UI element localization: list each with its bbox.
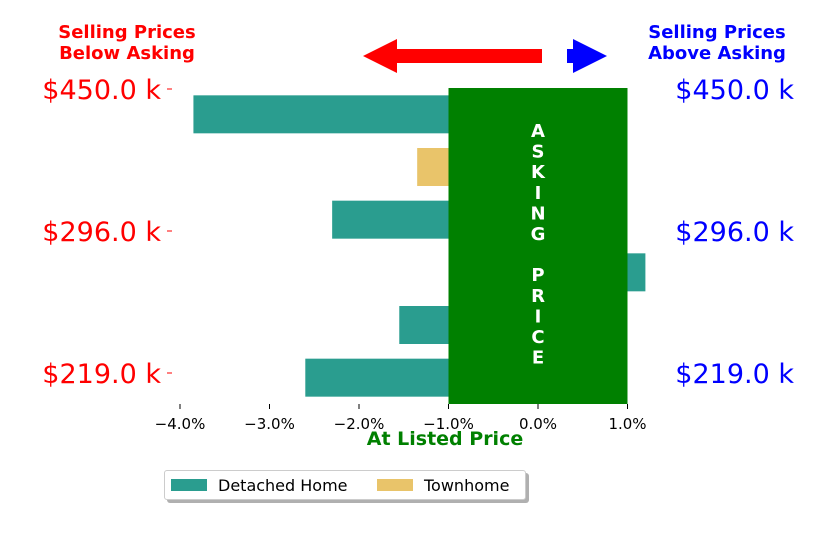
y-tick-label-left-1: $296.0 k bbox=[42, 217, 161, 248]
title-right-line-0: Selling Prices bbox=[648, 22, 786, 43]
legend-item-townhome: Townhome bbox=[377, 476, 509, 496]
asking-price-letter: G bbox=[531, 224, 546, 245]
asking-price-letter: P bbox=[531, 265, 544, 286]
title-left-line-0: Selling Prices bbox=[58, 22, 196, 43]
arrow-right-icon bbox=[567, 39, 607, 73]
asking-price-band bbox=[448, 88, 628, 404]
x-tick-label-2: −2.0% bbox=[334, 415, 385, 433]
asking-price-letter: I bbox=[535, 183, 542, 204]
asking-price-letter: A bbox=[531, 121, 545, 142]
title-right-line-1: Above Asking bbox=[648, 43, 786, 64]
asking-price-letter: I bbox=[535, 306, 542, 327]
legend-label-townhome: Townhome bbox=[424, 476, 510, 495]
asking-price-letter: N bbox=[530, 203, 545, 224]
title-left-line-1: Below Asking bbox=[59, 43, 195, 64]
y-tick-label-right-1: $296.0 k bbox=[675, 217, 794, 248]
x-tick-label-3: −1.0% bbox=[423, 415, 474, 433]
x-tick-label-1: −3.0% bbox=[244, 415, 295, 433]
legend: Detached Home Townhome bbox=[164, 470, 526, 500]
legend-swatch-detached bbox=[171, 478, 207, 491]
asking-price-letter: C bbox=[531, 327, 544, 348]
asking-price-letter: E bbox=[532, 348, 544, 369]
axis-layer: −4.0% −3.0% −2.0% −1.0% 0.0% 1.0% At Listed Pr… bbox=[42, 75, 794, 450]
asking-price-letter: S bbox=[532, 142, 545, 163]
arrow-left-icon bbox=[363, 39, 542, 73]
legend-item-detached: Detached Home bbox=[171, 476, 348, 496]
legend-label-detached: Detached Home bbox=[218, 476, 348, 495]
asking-price-letter: K bbox=[531, 162, 546, 183]
asking-price-letter bbox=[535, 245, 541, 266]
below-asking-title: Selling Prices Below Asking bbox=[27, 22, 227, 64]
above-asking-title: Selling Prices Above Asking bbox=[617, 22, 817, 64]
legend-swatch-townhome bbox=[377, 478, 413, 491]
y-tick-label-left-0: $450.0 k bbox=[42, 75, 161, 106]
x-tick-label-5: 1.0% bbox=[608, 415, 646, 433]
x-axis-label: At Listed Price bbox=[367, 428, 523, 450]
x-tick-label-4: 0.0% bbox=[519, 415, 557, 433]
y-tick-label-right-2: $219.0 k bbox=[675, 359, 794, 390]
y-tick-label-right-0: $450.0 k bbox=[675, 75, 794, 106]
y-tick-label-left-2: $219.0 k bbox=[42, 359, 161, 390]
asking-price-letter: R bbox=[531, 286, 545, 307]
x-tick-label-0: −4.0% bbox=[155, 415, 206, 433]
